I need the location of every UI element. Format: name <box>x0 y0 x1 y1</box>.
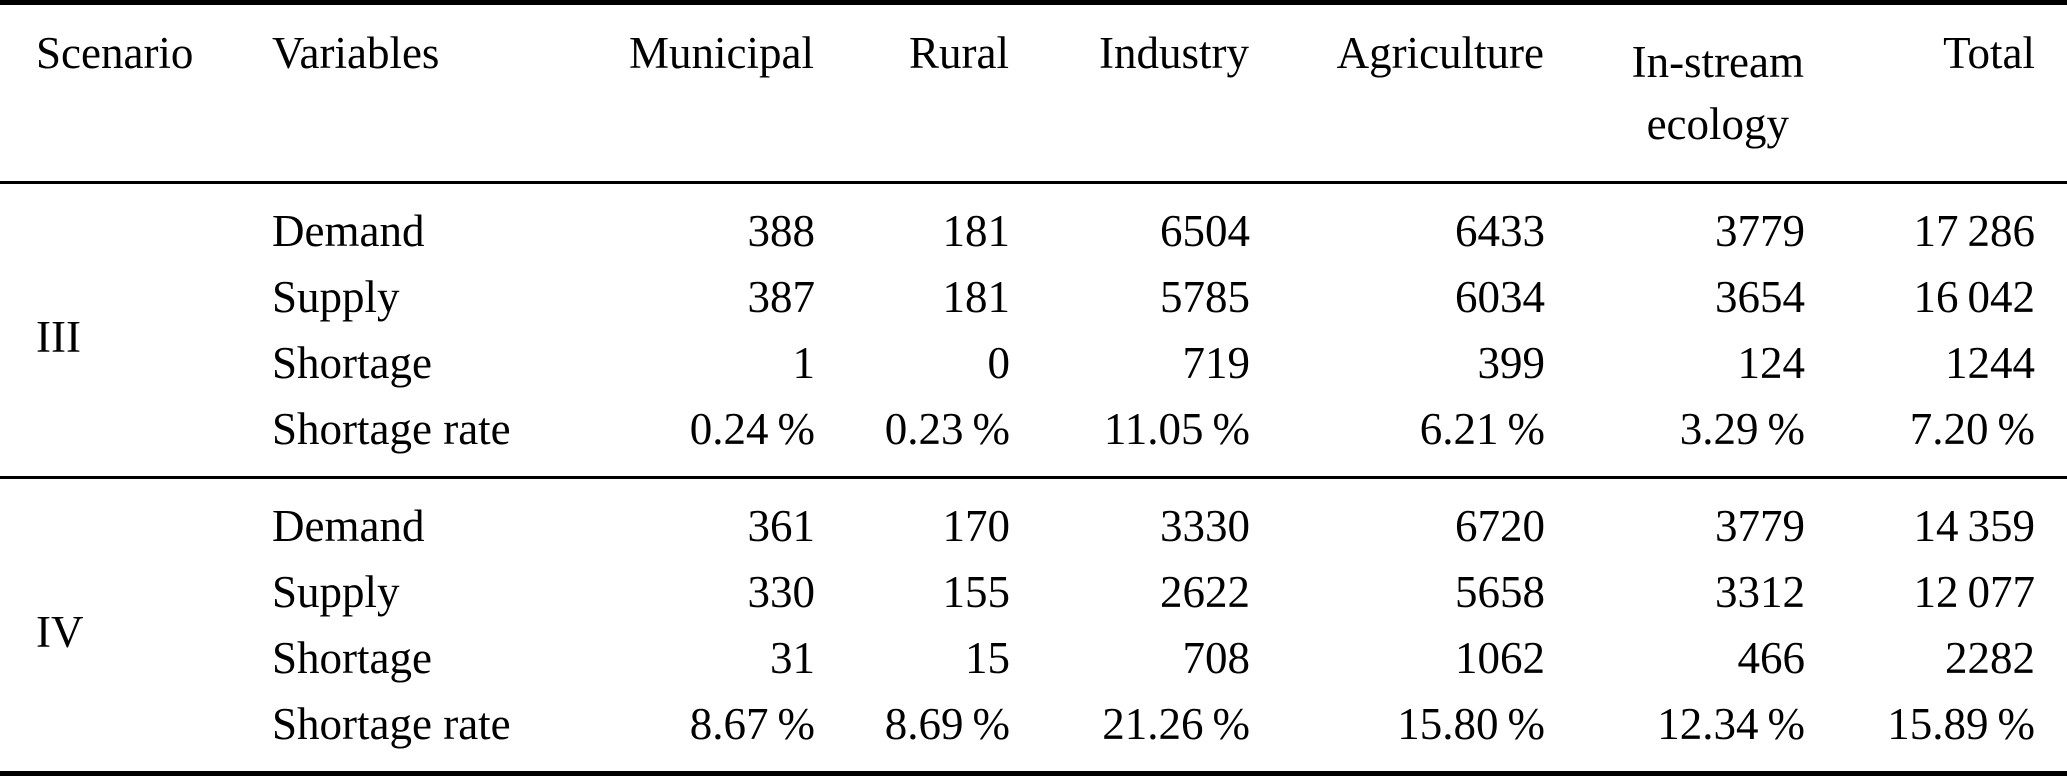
cell-municipal: 8.67 % <box>689 698 815 749</box>
cell-total: 1244 <box>1945 337 2035 388</box>
cell-agriculture: 6433 <box>1455 205 1545 256</box>
cell-municipal: 1 <box>792 337 816 388</box>
cell-industry: 11.05 % <box>1103 403 1250 454</box>
cell-instream: 3312 <box>1715 566 1805 617</box>
header-scenario: Scenario <box>0 2 240 184</box>
cell-industry: 6504 <box>1160 205 1250 256</box>
variable-label: Supply <box>272 566 400 617</box>
cell-total: 16 042 <box>1913 271 2035 322</box>
variable-label: Demand <box>272 205 425 256</box>
cell-instream: 12.34 % <box>1657 698 1805 749</box>
variable-label: Shortage rate <box>272 698 511 749</box>
cell-agriculture: 5658 <box>1455 566 1545 617</box>
cell-industry: 5785 <box>1160 271 1250 322</box>
header-rural: Rural <box>815 2 1010 184</box>
header-variables: Variables <box>240 2 550 184</box>
header-row: Scenario Variables Municipal Rural Indus… <box>0 2 2067 184</box>
cell-total: 7.20 % <box>1909 403 2035 454</box>
cell-rural: 8.69 % <box>884 698 1010 749</box>
instream-line2: ecology <box>1646 99 1790 149</box>
cell-industry: 708 <box>1182 632 1251 683</box>
table-row: Shortage 1 0 719 399 124 1244 <box>0 330 2067 396</box>
cell-municipal: 388 <box>747 205 816 256</box>
header-municipal: Municipal <box>550 2 815 184</box>
cell-industry: 2622 <box>1160 566 1250 617</box>
cell-municipal: 31 <box>770 632 815 683</box>
cell-industry: 719 <box>1182 337 1251 388</box>
cell-instream: 3654 <box>1715 271 1805 322</box>
header-industry: Industry <box>1010 2 1250 184</box>
instream-ecology-label: In-stream ecology <box>1632 31 1804 155</box>
section-scenario-iv: IV Demand 361 170 3330 6720 3779 14 359 … <box>0 477 2067 774</box>
variable-label: Demand <box>272 500 425 551</box>
cell-instream: 3.29 % <box>1679 403 1805 454</box>
cell-rural: 155 <box>942 566 1011 617</box>
cell-instream: 3779 <box>1715 500 1805 551</box>
cell-total: 17 286 <box>1913 205 2035 256</box>
cell-municipal: 387 <box>747 271 816 322</box>
cell-agriculture: 399 <box>1477 337 1546 388</box>
table-row: Shortage 31 15 708 1062 466 2282 <box>0 625 2067 691</box>
header-total: Total <box>1805 2 2067 184</box>
table-row: IV Demand 361 170 3330 6720 3779 14 359 <box>0 478 2067 654</box>
scenario-label-iii: III <box>36 311 81 362</box>
variable-label: Supply <box>272 271 400 322</box>
table-header: Scenario Variables Municipal Rural Indus… <box>0 2 2067 184</box>
variable-label: Shortage <box>272 632 432 683</box>
cell-rural: 181 <box>942 205 1011 256</box>
cell-instream: 3779 <box>1715 205 1805 256</box>
instream-line1: In-stream <box>1631 37 1804 87</box>
cell-rural: 181 <box>942 271 1011 322</box>
table-row: Shortage rate 8.67 % 8.69 % 21.26 % 15.8… <box>0 691 2067 774</box>
header-agriculture: Agriculture <box>1250 2 1545 184</box>
cell-rural: 170 <box>942 500 1011 551</box>
cell-instream: 466 <box>1737 632 1806 683</box>
variable-label: Shortage rate <box>272 403 511 454</box>
cell-total: 12 077 <box>1913 566 2035 617</box>
cell-agriculture: 1062 <box>1455 632 1545 683</box>
scenario-label-iv: IV <box>36 606 84 657</box>
cell-agriculture: 6034 <box>1455 271 1545 322</box>
cell-instream: 124 <box>1737 337 1806 388</box>
cell-rural: 0.23 % <box>884 403 1010 454</box>
table-row: Supply 330 155 2622 5658 3312 12 077 <box>0 559 2067 625</box>
cell-municipal: 330 <box>747 566 816 617</box>
table-row: III Demand 388 181 6504 6433 3779 17 286 <box>0 183 2067 359</box>
table-row: Supply 387 181 5785 6034 3654 16 042 <box>0 264 2067 330</box>
cell-municipal: 361 <box>747 500 816 551</box>
cell-rural: 0 <box>987 337 1011 388</box>
header-instream-ecology: In-stream ecology <box>1545 2 1805 184</box>
cell-agriculture: 6.21 % <box>1419 403 1545 454</box>
cell-total: 15.89 % <box>1887 698 2035 749</box>
cell-industry: 3330 <box>1160 500 1250 551</box>
cell-agriculture: 6720 <box>1455 500 1545 551</box>
cell-total: 2282 <box>1945 632 2035 683</box>
cell-agriculture: 15.80 % <box>1397 698 1545 749</box>
variable-label: Shortage <box>272 337 432 388</box>
cell-industry: 21.26 % <box>1102 698 1250 749</box>
table-row: Shortage rate 0.24 % 0.23 % 11.05 % 6.21… <box>0 396 2067 478</box>
cell-total: 14 359 <box>1913 500 2035 551</box>
cell-municipal: 0.24 % <box>689 403 815 454</box>
section-scenario-iii: III Demand 388 181 6504 6433 3779 17 286… <box>0 183 2067 478</box>
cell-rural: 15 <box>965 632 1010 683</box>
